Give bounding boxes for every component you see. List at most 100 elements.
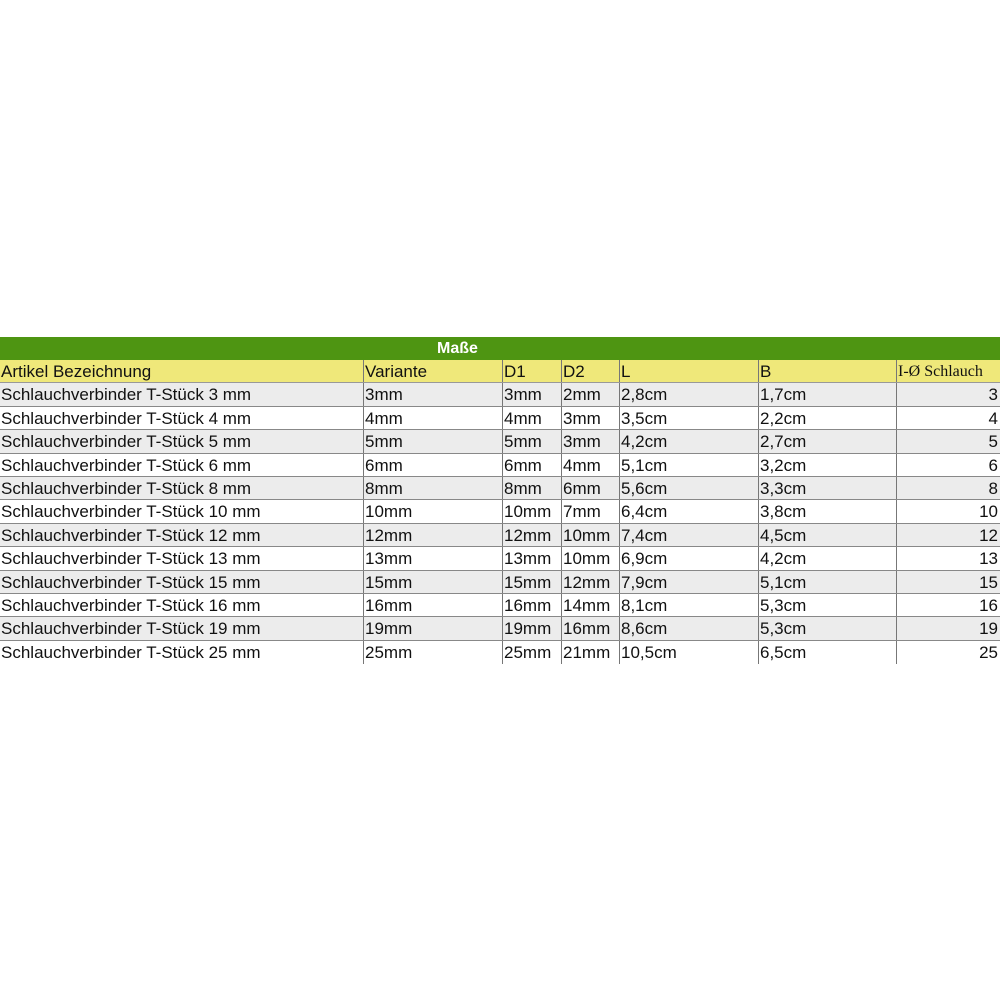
table-row: Schlauchverbinder T-Stück 5 mm 5mm 5mm 3mm 4… — [0, 430, 1000, 454]
table-row: Schlauchverbinder T-Stück 6 mm 6mm 6mm 4mm 5… — [0, 453, 1000, 477]
cell-length: 7,9cm — [620, 570, 759, 593]
header-length: L — [620, 360, 759, 383]
table-row: Schlauchverbinder T-Stück 15 mm 15mm 15mm 1… — [0, 570, 1000, 594]
cell-width: 6,5cm — [759, 640, 897, 665]
cell-variant: 3mm — [364, 383, 503, 406]
cell-length: 3,5cm — [620, 406, 759, 430]
cell-d2: 12mm — [562, 570, 620, 593]
cell-hose-inner-diameter: 19 — [979, 619, 998, 639]
table-title-bar: Maße — [0, 337, 1000, 360]
cell-hose-inner-diameter: 15 — [979, 572, 998, 592]
cell-variant: 19mm — [364, 617, 503, 640]
cell-variant: 6mm — [364, 453, 503, 476]
cell-article-name: Schlauchverbinder T-Stück 6 mm — [0, 453, 364, 476]
cell-hose-inner-diameter: 25 — [979, 642, 998, 662]
cell-hose-inner-diameter: 4 — [988, 408, 998, 428]
cell-variant: 8mm — [364, 476, 503, 500]
cell-article-name: Schlauchverbinder T-Stück 8 mm — [0, 476, 364, 500]
cell-article-name: Schlauchverbinder T-Stück 13 mm — [0, 547, 364, 570]
cell-d2: 2mm — [562, 383, 620, 406]
cell-d1: 13mm — [503, 547, 562, 570]
table-row: Schlauchverbinder T-Stück 12 mm 12mm 12mm 1… — [0, 523, 1000, 548]
table-row: Schlauchverbinder T-Stück 4 mm 4mm 4mm 3mm 3… — [0, 406, 1000, 431]
cell-variant: 16mm — [364, 593, 503, 617]
cell-d2: 3mm — [562, 406, 620, 430]
cell-d2: 7mm — [562, 500, 620, 523]
cell-d2: 21mm — [562, 640, 620, 665]
header-d2: D2 — [562, 360, 620, 383]
cell-width: 2,7cm — [759, 430, 897, 453]
cell-variant: 4mm — [364, 406, 503, 430]
cell-length: 10,5cm — [620, 640, 759, 665]
cell-length: 6,4cm — [620, 500, 759, 523]
cell-d1: 6mm — [503, 453, 562, 476]
cell-variant: 5mm — [364, 430, 503, 453]
table-row: Schlauchverbinder T-Stück 16 mm 16mm 16mm 1… — [0, 593, 1000, 618]
cell-d1: 5mm — [503, 430, 562, 453]
cell-d2: 3mm — [562, 430, 620, 453]
cell-d2: 14mm — [562, 593, 620, 617]
header-d1: D1 — [503, 360, 562, 383]
cell-d1: 4mm — [503, 406, 562, 430]
cell-d1: 19mm — [503, 617, 562, 640]
cell-width: 4,2cm — [759, 547, 897, 570]
cell-length: 2,8cm — [620, 383, 759, 406]
cell-hose-inner-diameter: 13 — [979, 549, 998, 569]
cell-d1: 15mm — [503, 570, 562, 593]
cell-d1: 10mm — [503, 500, 562, 523]
table-row: Schlauchverbinder T-Stück 3 mm 3mm 3mm 2mm 2… — [0, 383, 1000, 407]
cell-width: 5,1cm — [759, 570, 897, 593]
cell-length: 4,2cm — [620, 430, 759, 453]
cell-width: 3,3cm — [759, 476, 897, 500]
table-title: Maße — [437, 340, 478, 357]
cell-article-name: Schlauchverbinder T-Stück 16 mm — [0, 593, 364, 617]
table-row: Schlauchverbinder T-Stück 19 mm 19mm 19mm 1… — [0, 617, 1000, 641]
cell-article-name: Schlauchverbinder T-Stück 10 mm — [0, 500, 364, 523]
cell-width: 3,2cm — [759, 453, 897, 476]
header-variant: Variante — [364, 360, 503, 383]
cell-d1: 8mm — [503, 476, 562, 500]
cell-hose-inner-diameter: 12 — [979, 525, 998, 545]
cell-article-name: Schlauchverbinder T-Stück 5 mm — [0, 430, 364, 453]
cell-length: 5,6cm — [620, 476, 759, 500]
cell-length: 8,1cm — [620, 593, 759, 617]
cell-width: 2,2cm — [759, 406, 897, 430]
cell-d2: 6mm — [562, 476, 620, 500]
cell-d1: 3mm — [503, 383, 562, 406]
cell-d1: 16mm — [503, 593, 562, 617]
cell-hose-inner-diameter: 3 — [988, 385, 998, 405]
cell-width: 3,8cm — [759, 500, 897, 523]
cell-hose-inner-diameter: 5 — [988, 432, 998, 452]
cell-d1: 12mm — [503, 523, 562, 547]
cell-hose-inner-diameter: 8 — [988, 478, 998, 498]
cell-article-name: Schlauchverbinder T-Stück 4 mm — [0, 406, 364, 430]
cell-width: 5,3cm — [759, 593, 897, 617]
cell-width: 1,7cm — [759, 383, 897, 406]
cell-length: 7,4cm — [620, 523, 759, 547]
cell-variant: 12mm — [364, 523, 503, 547]
cell-article-name: Schlauchverbinder T-Stück 15 mm — [0, 570, 364, 593]
cell-hose-inner-diameter: 6 — [988, 455, 998, 475]
cell-article-name: Schlauchverbinder T-Stück 12 mm — [0, 523, 364, 547]
table-row: Schlauchverbinder T-Stück 25 mm 25mm 25mm 2… — [0, 640, 1000, 665]
header-width: B — [759, 360, 897, 383]
cell-hose-inner-diameter: 10 — [979, 502, 998, 522]
cell-hose-inner-diameter: 16 — [979, 595, 998, 615]
cell-d2: 10mm — [562, 523, 620, 547]
cell-width: 4,5cm — [759, 523, 897, 547]
cell-length: 5,1cm — [620, 453, 759, 476]
dimensions-table: Maße Artikel Bezeichnung Variante D1 D2 L B I-… — [0, 337, 1000, 665]
cell-d1: 25mm — [503, 640, 562, 665]
cell-d2: 10mm — [562, 547, 620, 570]
cell-article-name: Schlauchverbinder T-Stück 25 mm — [0, 640, 364, 665]
cell-variant: 13mm — [364, 547, 503, 570]
cell-variant: 10mm — [364, 500, 503, 523]
cell-width: 5,3cm — [759, 617, 897, 640]
header-article-name: Artikel Bezeichnung — [0, 360, 364, 383]
cell-d2: 4mm — [562, 453, 620, 476]
header-hose-inner-diameter: I-Ø Schlauch — [898, 363, 983, 380]
table-row: Schlauchverbinder T-Stück 13 mm 13mm 13mm 1… — [0, 547, 1000, 571]
header-row: Artikel Bezeichnung Variante D1 D2 L B I-Ø Sch… — [0, 360, 1000, 384]
table-row: Schlauchverbinder T-Stück 10 mm 10mm 10mm 7… — [0, 500, 1000, 524]
cell-article-name: Schlauchverbinder T-Stück 19 mm — [0, 617, 364, 640]
